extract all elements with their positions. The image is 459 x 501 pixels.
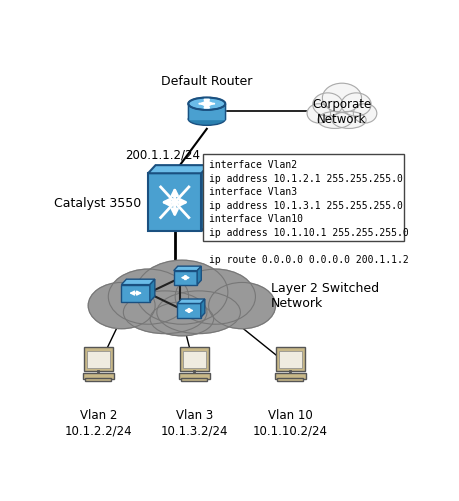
Text: 200.1.1.2/24: 200.1.1.2/24: [125, 148, 200, 161]
Polygon shape: [148, 174, 202, 232]
Text: Catalyst 3550: Catalyst 3550: [54, 196, 141, 209]
Polygon shape: [188, 105, 225, 120]
FancyBboxPatch shape: [275, 373, 306, 379]
Ellipse shape: [188, 114, 225, 126]
Ellipse shape: [307, 105, 330, 124]
Polygon shape: [174, 267, 202, 271]
Text: Corporate
Network: Corporate Network: [312, 98, 372, 126]
FancyBboxPatch shape: [181, 378, 207, 381]
Ellipse shape: [136, 261, 228, 325]
FancyBboxPatch shape: [180, 348, 209, 371]
Text: Vlan 2
10.1.2.2/24: Vlan 2 10.1.2.2/24: [64, 408, 132, 436]
Text: Default Router: Default Router: [161, 75, 252, 88]
Polygon shape: [150, 280, 155, 302]
Text: Vlan 3
10.1.3.2/24: Vlan 3 10.1.3.2/24: [161, 408, 228, 436]
Ellipse shape: [332, 112, 366, 129]
FancyBboxPatch shape: [85, 378, 111, 381]
Polygon shape: [148, 166, 209, 174]
Ellipse shape: [209, 283, 275, 329]
Ellipse shape: [123, 291, 207, 334]
FancyBboxPatch shape: [87, 351, 110, 368]
Polygon shape: [202, 166, 209, 232]
Polygon shape: [197, 267, 202, 285]
Polygon shape: [174, 271, 197, 285]
Ellipse shape: [353, 105, 377, 124]
Ellipse shape: [188, 98, 225, 111]
Text: interface Vlan2
ip address 10.1.2.1 255.255.255.0
interface Vlan3
ip address 10.: interface Vlan2 ip address 10.1.2.1 255.…: [209, 160, 409, 265]
Ellipse shape: [313, 94, 343, 117]
Ellipse shape: [318, 112, 352, 129]
Ellipse shape: [341, 94, 371, 117]
Ellipse shape: [150, 303, 213, 336]
Polygon shape: [121, 280, 155, 285]
Ellipse shape: [157, 291, 241, 334]
Text: Vlan 10
10.1.10.2/24: Vlan 10 10.1.10.2/24: [253, 408, 328, 436]
Polygon shape: [201, 300, 205, 318]
FancyBboxPatch shape: [277, 378, 303, 381]
Ellipse shape: [175, 270, 256, 325]
Ellipse shape: [322, 84, 362, 113]
FancyBboxPatch shape: [84, 348, 113, 371]
Ellipse shape: [88, 283, 155, 329]
Polygon shape: [177, 300, 205, 304]
FancyBboxPatch shape: [276, 348, 305, 371]
Text: Layer 2 Switched
Network: Layer 2 Switched Network: [271, 282, 379, 310]
Polygon shape: [121, 285, 150, 302]
FancyBboxPatch shape: [279, 351, 302, 368]
FancyBboxPatch shape: [83, 373, 113, 379]
Ellipse shape: [108, 270, 189, 325]
FancyBboxPatch shape: [179, 373, 210, 379]
FancyBboxPatch shape: [203, 155, 404, 241]
Polygon shape: [177, 304, 201, 318]
FancyBboxPatch shape: [183, 351, 206, 368]
